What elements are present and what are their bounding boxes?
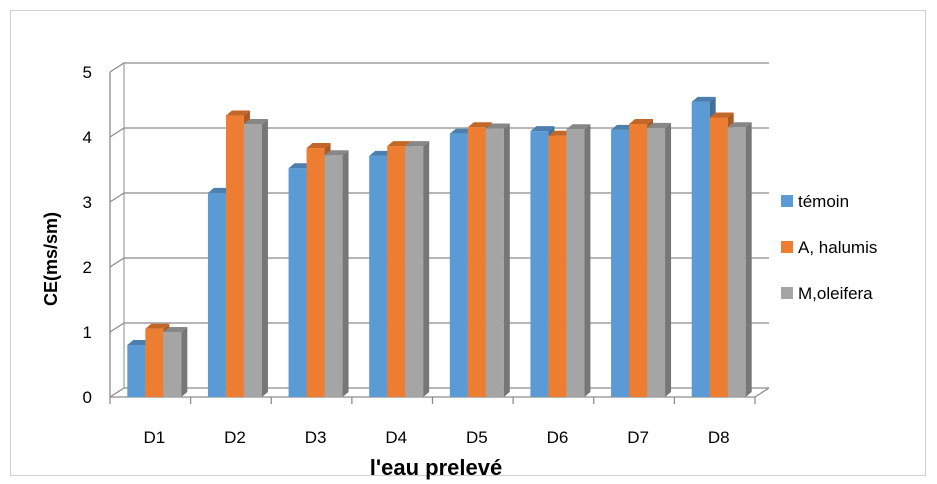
bar-front (288, 168, 307, 397)
legend-label: témoin (798, 192, 849, 211)
bar-front (207, 192, 226, 397)
bar-front (163, 332, 182, 397)
x-tick-label: D4 (385, 428, 407, 447)
x-tick-label: D8 (708, 428, 730, 447)
bar-front (449, 133, 468, 397)
x-tick-label: D7 (627, 428, 649, 447)
bar-top (530, 126, 555, 132)
bar-front (485, 128, 504, 398)
bars (127, 96, 752, 398)
legend-item: témoin (781, 192, 849, 211)
y-tick-label: 1 (83, 323, 92, 342)
bar-side (423, 141, 430, 397)
bar-top (727, 122, 752, 128)
bar-front (127, 345, 146, 397)
x-tick-label: D3 (305, 428, 327, 447)
x-axis-title: l'eau prelevé (370, 455, 502, 480)
bar-front (387, 146, 406, 397)
y-tick-labels: 0 1 2 3 4 5 (83, 63, 92, 407)
legend-label: M,oleifera (798, 284, 873, 303)
bar-front (324, 155, 343, 397)
bar (405, 141, 430, 397)
bar-top (243, 119, 268, 124)
bar-side (181, 327, 188, 397)
y-axis-title: CE(ms/sm) (41, 212, 61, 306)
bar (566, 124, 591, 397)
bar-top (647, 122, 672, 128)
bar-front (691, 101, 710, 398)
bar-side (503, 123, 510, 398)
bar-front (727, 127, 746, 397)
bar-front (405, 146, 424, 397)
bar-front (548, 135, 567, 397)
y-tick-label: 5 (83, 63, 92, 82)
bar-front (566, 129, 585, 397)
legend-item: M,oleifera (781, 284, 873, 303)
bar-top (485, 123, 510, 129)
x-tick-label: D5 (466, 428, 488, 447)
y-tick-label: 3 (83, 193, 92, 212)
x-tick-labels: D1 D2 D3 D4 D5 D6 D7 D8 (143, 428, 729, 447)
bar (324, 150, 349, 397)
bar-front (369, 155, 388, 397)
legend-swatch (781, 195, 793, 207)
x-tick-label: D2 (224, 428, 246, 447)
bar-front (530, 131, 549, 397)
legend-swatch (781, 287, 793, 299)
bar (163, 327, 188, 397)
bar-front (629, 124, 648, 397)
bar-front (145, 328, 164, 397)
bar-front (306, 148, 325, 397)
bar-top (163, 327, 188, 332)
x-tick-label: D1 (143, 428, 165, 447)
bar-top (405, 141, 430, 147)
y-tick-label: 2 (83, 258, 92, 277)
bar-top (145, 323, 170, 329)
bar-side (584, 124, 591, 397)
bar-top (709, 112, 734, 118)
legend-swatch (781, 241, 793, 253)
legend: témoin A, halumis M,oleifera (781, 192, 877, 303)
bar-front (243, 124, 262, 397)
bar-side (745, 122, 752, 397)
bar-front (611, 129, 630, 397)
bar-side (665, 122, 672, 398)
bar-top (691, 96, 716, 102)
bar (243, 119, 268, 397)
bar-top (467, 122, 492, 128)
bar-side (261, 119, 268, 397)
bar (647, 122, 672, 398)
bar-front (647, 127, 666, 398)
legend-item: A, halumis (781, 238, 877, 257)
bar-top (566, 124, 591, 130)
y-tick-label: 4 (83, 128, 92, 147)
bar-front (467, 127, 486, 397)
bar-top (306, 143, 331, 149)
bar (727, 122, 752, 397)
bar-top (225, 110, 250, 116)
x-tick-label: D6 (547, 428, 569, 447)
y-tick-label: 0 (83, 388, 92, 407)
bar-front (225, 115, 244, 398)
bar-top (629, 119, 654, 124)
bar-side (342, 150, 349, 397)
gridline (109, 62, 769, 73)
floor-edge (754, 387, 770, 398)
bar-front (709, 117, 728, 397)
bar (485, 123, 510, 398)
legend-label: A, halumis (798, 238, 877, 257)
bar-top (387, 141, 412, 147)
bar-top (324, 150, 349, 156)
